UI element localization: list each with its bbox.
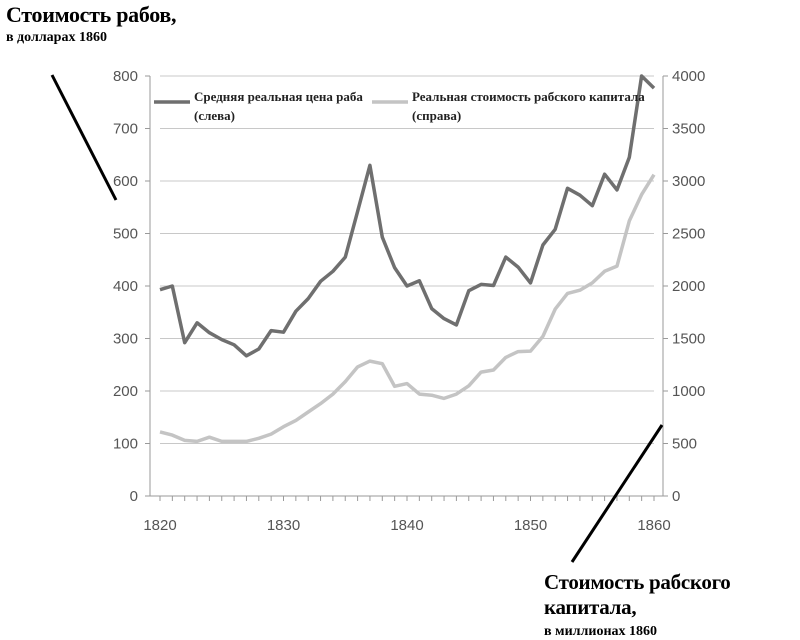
pointer-lines [50, 74, 664, 563]
right-axis-title: Стоимость рабского капитала, [544, 570, 731, 619]
legend-label-price-line1: Средняя реальная цена раба [194, 89, 363, 104]
y-right-tick-label: 2000 [672, 278, 705, 295]
legend: Средняя реальная цена раба (слева) Реаль… [154, 89, 645, 123]
x-tick-label: 1860 [637, 517, 670, 534]
series-line-slave-price [159, 74, 656, 358]
y-left-tick-label: 700 [113, 121, 138, 138]
x-tick-label: 1840 [390, 517, 423, 534]
y-left-tick-label: 600 [113, 173, 138, 190]
left-title-pointer [50, 74, 118, 201]
x-tick-label: 1830 [267, 517, 300, 534]
y-right-tick-label: 2500 [672, 226, 705, 243]
y-left-tick-label: 300 [113, 331, 138, 348]
left-axis-title: Стоимость рабов, [6, 2, 177, 27]
y-right-tick-label: 1000 [672, 383, 705, 400]
left-axis-title-block: Стоимость рабов, в долларах 1860 [6, 2, 176, 46]
y-left-tick-label: 100 [113, 436, 138, 453]
axes [145, 75, 668, 501]
series-line-slave-capital [159, 173, 656, 444]
y-right-tick-label: 0 [672, 488, 680, 505]
y-left-tick-label: 800 [113, 68, 138, 85]
left-axis-subtitle: в долларах 1860 [6, 30, 107, 45]
x-tick-label: 1820 [143, 517, 176, 534]
y-left-tick-label: 400 [113, 278, 138, 295]
y-left-tick-label: 500 [113, 226, 138, 243]
y-right-tick-label: 4000 [672, 68, 705, 85]
gridlines [160, 75, 654, 444]
y-left-tick-label: 0 [130, 488, 138, 505]
x-tick-label: 1850 [514, 517, 547, 534]
legend-label-capital-line1: Реальная стоимость рабского капитала [412, 89, 645, 104]
legend-label-price-line2: (слева) [194, 108, 235, 123]
tick-labels: 0 100 200 300 400 500 600 700 800 0 500 1000 1500 200… [113, 68, 705, 534]
y-right-tick-label: 3000 [672, 173, 705, 190]
right-title-pointer [570, 424, 664, 563]
series-lines [159, 74, 656, 444]
y-right-tick-label: 3500 [672, 121, 705, 138]
y-left-tick-label: 200 [113, 383, 138, 400]
legend-label-capital-line2: (справа) [412, 108, 461, 123]
y-right-tick-label: 1500 [672, 331, 705, 348]
y-right-tick-label: 500 [672, 436, 697, 453]
